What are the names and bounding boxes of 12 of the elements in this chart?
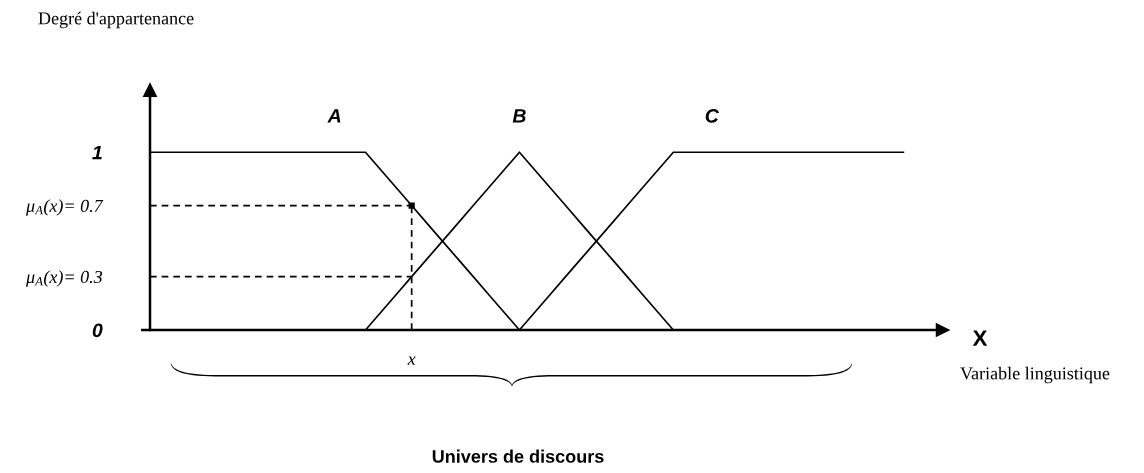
series-label: C [705,108,720,123]
y-tick-label: μ$_{A}$(x)= 0.3 [26,270,103,287]
x-axis-title: X [972,330,988,346]
series-label: B [512,109,526,123]
text: Univers de discours [432,449,604,463]
y-tick-label: μ$_{A}$(x)= 0.7 [26,199,104,216]
x-tick-label: x [407,356,416,365]
y-axis-title: Degré d'appartenance [38,11,194,29]
y-tick-label: 1 [92,145,102,160]
y-tick-label: 0 [92,323,103,338]
series-label: A [327,109,341,123]
text: Variable linguistique [960,366,1110,384]
